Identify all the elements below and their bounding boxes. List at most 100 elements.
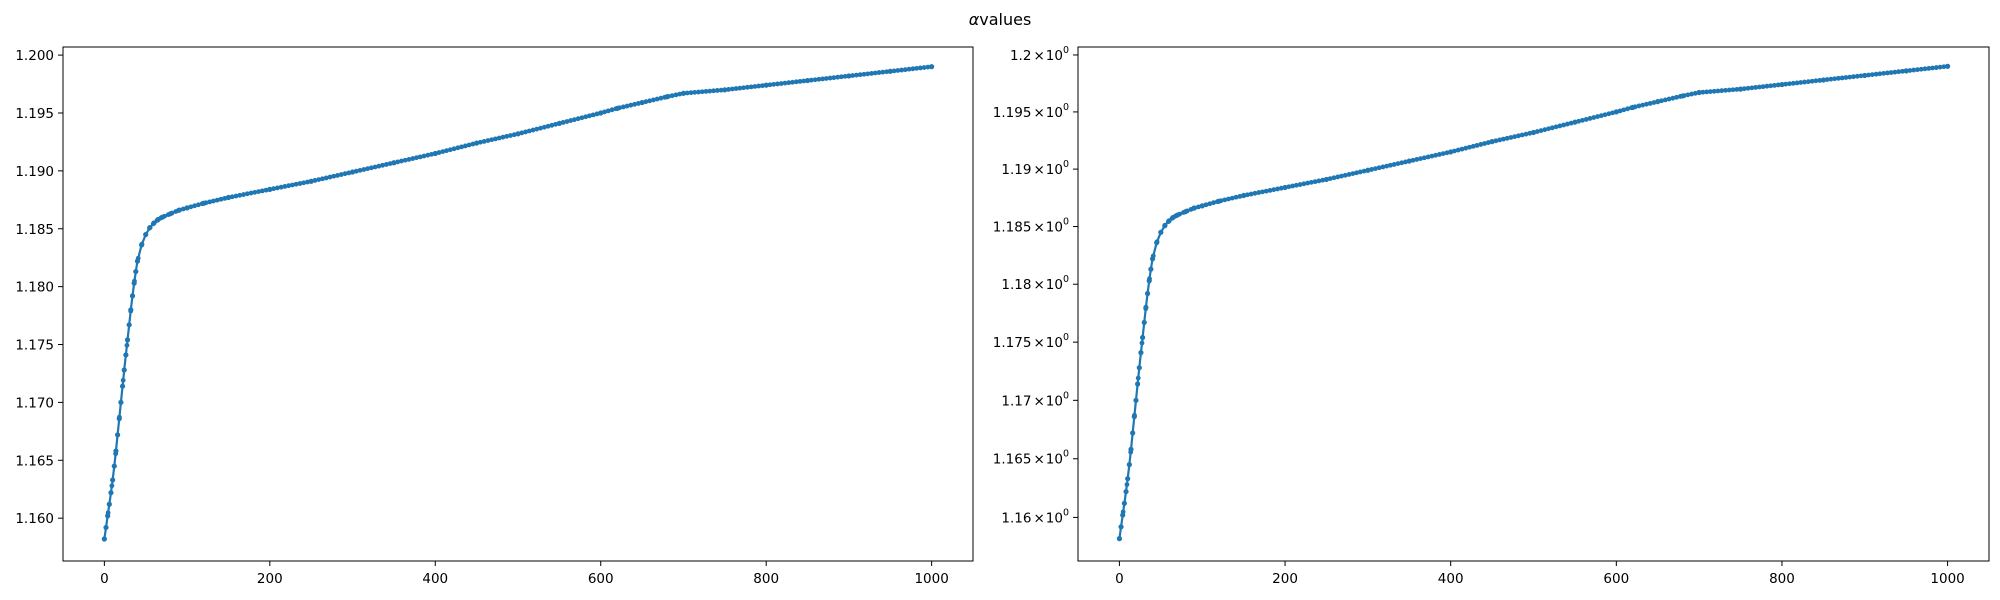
- data-point-marker: [823, 76, 829, 81]
- data-point-marker: [248, 190, 254, 196]
- data-point-marker: [1711, 88, 1717, 94]
- data-point-marker: [880, 69, 886, 75]
- data-point-marker: [271, 186, 276, 192]
- data-point-marker: [827, 75, 833, 81]
- data-point-marker: [1421, 155, 1427, 161]
- y-tick-label: 1.185: [15, 222, 54, 238]
- data-point-marker: [1922, 66, 1928, 72]
- data-point-marker: [1248, 191, 1254, 197]
- data-point-marker: [1866, 72, 1871, 78]
- figure-title-symbol: α: [968, 10, 980, 29]
- data-point-marker: [1463, 145, 1469, 151]
- data-point-marker: [872, 70, 878, 76]
- data-point-marker: [1753, 85, 1758, 90]
- data-point-marker: [899, 67, 904, 73]
- data-point: [722, 87, 728, 93]
- data-point-marker: [816, 76, 822, 82]
- data-point: [1613, 109, 1619, 115]
- data-point-marker: [782, 80, 788, 86]
- data-point: [1216, 198, 1222, 204]
- data-point-marker: [1858, 73, 1864, 79]
- data-point-marker: [876, 70, 882, 75]
- data-point: [1191, 205, 1197, 211]
- data-point-marker: [1730, 87, 1736, 93]
- data-point-marker: [1459, 146, 1465, 152]
- data-point-marker: [278, 184, 284, 190]
- data-point: [143, 231, 149, 238]
- data-point-marker: [414, 155, 419, 161]
- data-point: [184, 205, 190, 211]
- data-point-marker: [801, 78, 807, 84]
- data-point-marker: [383, 162, 389, 167]
- data-point: [1696, 89, 1702, 96]
- data-point-marker: [124, 342, 130, 348]
- data-point-marker: [786, 80, 792, 86]
- data-point-marker: [1519, 132, 1525, 138]
- data-point-marker: [1674, 94, 1679, 100]
- data-point-marker: [541, 124, 547, 130]
- data-point: [1862, 72, 1868, 79]
- data-point-marker: [462, 143, 468, 149]
- data-point-marker: [850, 73, 856, 78]
- data-point: [598, 110, 604, 116]
- data-point-marker: [1621, 107, 1627, 113]
- data-point-marker: [293, 181, 299, 187]
- data-point-marker: [1745, 85, 1751, 91]
- data-point-marker: [669, 93, 675, 99]
- data-point: [639, 99, 645, 106]
- data-point-marker: [684, 90, 690, 96]
- data-point-marker: [1670, 95, 1676, 101]
- data-point: [763, 82, 769, 88]
- data-point-marker: [1926, 66, 1932, 71]
- data-point-marker: [1873, 71, 1879, 77]
- data-point-marker: [1211, 200, 1216, 206]
- data-point-marker: [1135, 375, 1141, 381]
- y-tick-label: 1.165: [15, 453, 54, 469]
- data-point-marker: [233, 193, 239, 199]
- data-point-marker: [1418, 156, 1423, 161]
- data-point-marker: [229, 194, 235, 200]
- data-point-marker: [1915, 67, 1920, 73]
- data-point-marker: [583, 114, 589, 120]
- data-point-marker: [252, 189, 258, 195]
- data-point-marker: [673, 92, 679, 98]
- data-point-marker: [1414, 157, 1420, 162]
- data-point-marker: [1478, 142, 1484, 147]
- data-point-marker: [489, 137, 495, 143]
- data-point-marker: [711, 88, 716, 94]
- data-point: [123, 352, 129, 358]
- data-point-marker: [733, 86, 739, 91]
- data-point-marker: [688, 90, 694, 96]
- data-point-marker: [421, 153, 427, 159]
- data-point-marker: [1320, 177, 1326, 183]
- data-point-marker: [244, 191, 250, 197]
- data-point-marker: [1768, 83, 1774, 89]
- data-point-marker: [523, 129, 528, 135]
- data-point: [176, 207, 182, 213]
- data-point-marker: [1504, 135, 1510, 141]
- y-tick-label: 1.16 ×100: [1001, 507, 1069, 526]
- x-tick-label: 1000: [1930, 571, 1964, 587]
- data-point-marker: [1640, 102, 1646, 108]
- data-point-marker: [1790, 80, 1796, 86]
- data-point: [1406, 158, 1412, 164]
- data-point-marker: [1316, 178, 1322, 184]
- data-point-marker: [1775, 82, 1781, 88]
- data-point-marker: [775, 81, 780, 87]
- data-point: [225, 194, 232, 201]
- data-point-marker: [914, 65, 919, 71]
- data-point-marker: [1516, 133, 1521, 139]
- data-point: [108, 490, 114, 496]
- data-point: [1820, 77, 1826, 83]
- data-point-marker: [331, 173, 337, 179]
- data-point-marker: [1564, 121, 1570, 127]
- data-point-marker: [335, 172, 340, 178]
- data-point-marker: [327, 174, 333, 180]
- data-point-marker: [1263, 188, 1269, 194]
- data-point-marker: [1602, 112, 1608, 118]
- y-tick-label: 1.180: [15, 280, 54, 296]
- data-point: [167, 211, 174, 217]
- figure-title-text: values: [979, 10, 1032, 29]
- data-point: [515, 131, 521, 137]
- data-point-marker: [1794, 80, 1800, 86]
